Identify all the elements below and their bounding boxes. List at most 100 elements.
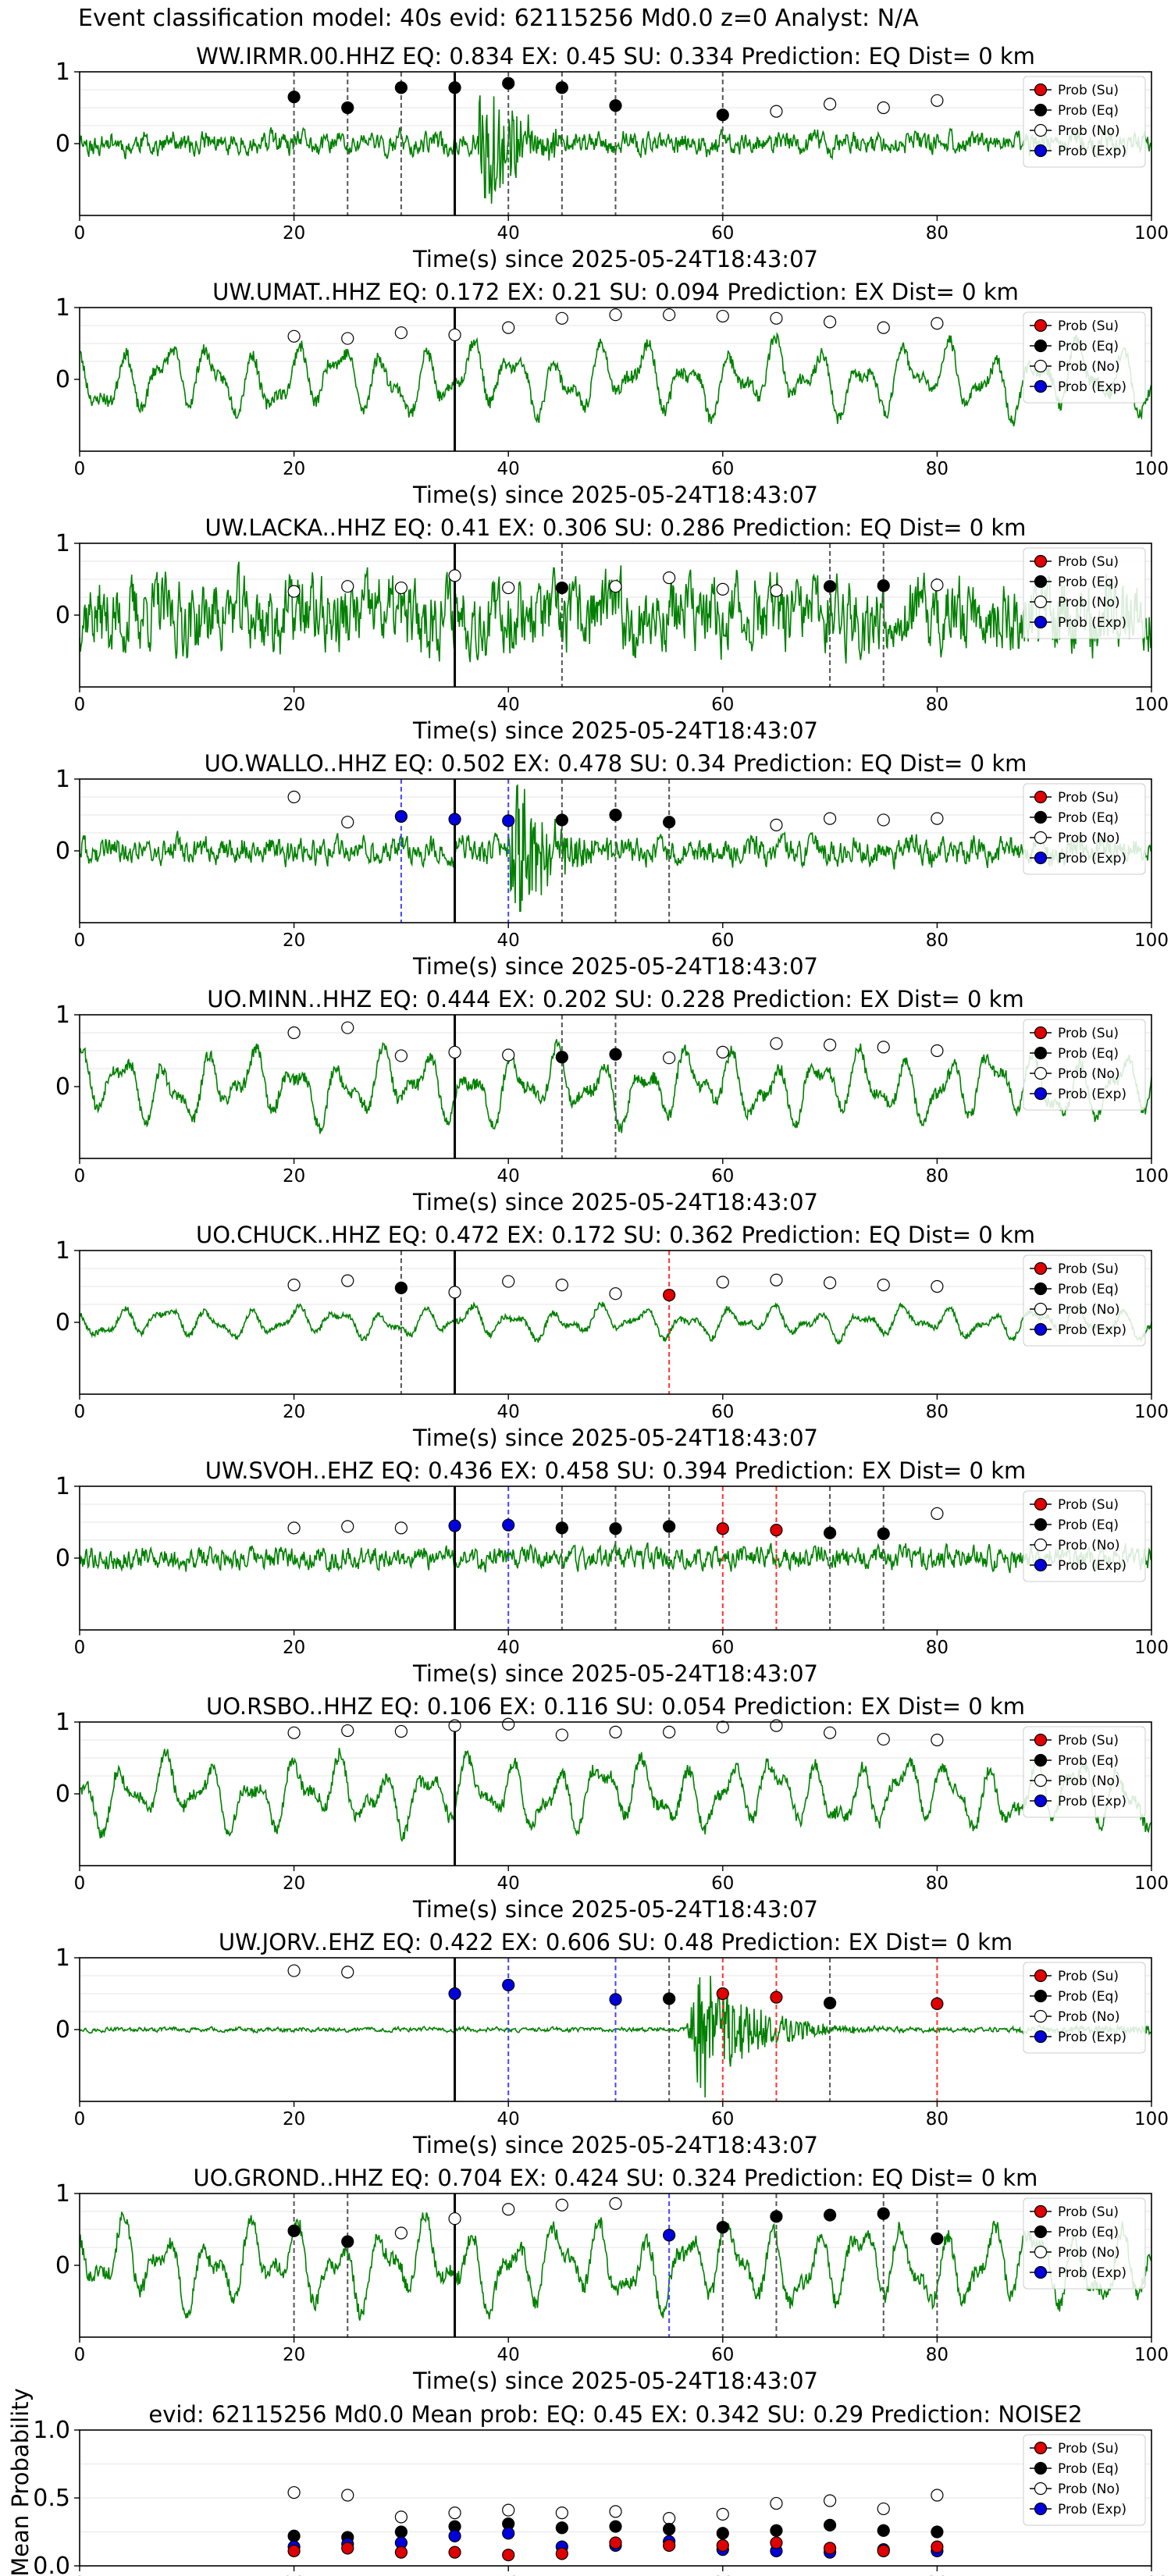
x-axis-label: Time(s) since 2025-05-24T18:43:07 (412, 717, 818, 744)
probability-point-eq (716, 109, 729, 122)
mean-point-su (448, 2546, 461, 2559)
x-tick-label: 60 (711, 2345, 734, 2365)
probability-point-no (502, 1717, 515, 1731)
legend-marker-no (1034, 1302, 1048, 1316)
mean-point-no (448, 2507, 461, 2520)
mean-point-su (287, 2544, 301, 2557)
legend-marker-eq (1034, 810, 1048, 824)
probability-point-eq (341, 101, 354, 115)
x-tick-label: 60 (711, 459, 734, 479)
legend-marker-no (1034, 1774, 1048, 1788)
y-tick-label: 0 (55, 2016, 70, 2044)
legend-label: Prob (Exp) (1058, 1794, 1127, 1809)
probability-point-eq (609, 1048, 622, 1061)
legend-label: Prob (Su) (1058, 554, 1119, 570)
legend-box (1023, 1490, 1146, 1582)
probability-point-no (287, 329, 301, 343)
y-tick-label: 0 (55, 1545, 70, 1572)
waveform-trace (80, 1301, 1151, 1345)
probability-point-no (448, 1045, 461, 1059)
probability-point-eq (555, 813, 568, 827)
axes-frame (79, 1250, 1152, 1395)
station-panel-5: UO.MINN..HHZ EQ: 0.444 EX: 0.202 SU: 0.2… (55, 986, 1169, 1215)
probability-point-no (877, 1732, 890, 1746)
legend-label: Prob (No) (1058, 2245, 1120, 2261)
waveform-trace (80, 1039, 1151, 1134)
legend-label: Prob (No) (1058, 595, 1120, 610)
mean-point-eq (877, 2524, 890, 2537)
mean-point-eq (609, 2520, 622, 2533)
legend-marker-su (1034, 318, 1048, 333)
probability-point-no (877, 321, 890, 334)
probability-point-no (770, 1273, 783, 1286)
legend-label: Prob (No) (1058, 831, 1120, 846)
probability-point-no (716, 1045, 729, 1059)
x-tick-label: 80 (926, 1402, 949, 1422)
probability-point-eq (823, 1996, 837, 2010)
x-tick-label: 0 (74, 1166, 86, 1187)
probability-point-no (555, 311, 568, 325)
legend-marker-su (1034, 83, 1048, 97)
probability-point-eq (663, 816, 676, 829)
mean-point-exp (502, 2527, 515, 2540)
legend-label: Prob (Exp) (1058, 1087, 1127, 1102)
y-tick-label: 1 (55, 1709, 70, 1736)
probability-point-no (555, 1279, 568, 1292)
legend-label: Prob (Exp) (1058, 851, 1127, 866)
station-panel-10: UO.GROND..HHZ EQ: 0.704 EX: 0.424 SU: 0.… (55, 2165, 1169, 2394)
mean-point-eq (823, 2518, 837, 2532)
legend-marker-su (1034, 790, 1048, 804)
probability-point-no (716, 1276, 729, 1289)
x-tick-label: 100 (1134, 2574, 1169, 2576)
legend-marker-no (1034, 2245, 1048, 2259)
legend-marker-su (1034, 1969, 1048, 1983)
probability-point-no (877, 1279, 890, 1292)
x-tick-label: 20 (283, 2345, 305, 2365)
legend-marker-exp (1034, 2265, 1048, 2279)
station-panel-7: UW.SVOH..EHZ EQ: 0.436 EX: 0.458 SU: 0.3… (55, 1457, 1169, 1687)
x-axis-label: Time(s) since 2025-05-24T18:43:07 (412, 246, 818, 272)
legend-marker-eq (1034, 103, 1048, 117)
probability-point-no (877, 101, 890, 115)
probability-point-eq (609, 1522, 622, 1535)
y-tick-label: 0 (55, 130, 70, 158)
waveform-trace (80, 2211, 1151, 2321)
x-tick-label: 80 (926, 1873, 949, 1894)
x-axis-label: Time(s) since 2025-05-24T18:43:07 (412, 1660, 818, 1687)
probability-point-eq (502, 76, 515, 90)
mean-point-eq (716, 2527, 729, 2540)
probability-point-exp (502, 814, 515, 827)
legend: Prob (Su) Prob (Eq) Prob (No) Prob (Exp) (1023, 311, 1146, 404)
x-tick-label: 100 (1134, 1638, 1169, 1658)
x-tick-label: 60 (711, 1166, 734, 1187)
probability-point-no (931, 1733, 944, 1747)
x-axis-label: Time(s) since 2025-05-24T18:43:07 (412, 2368, 818, 2394)
probability-point-no (931, 812, 944, 825)
y-tick-label: 1 (55, 1002, 70, 1029)
axes-frame (79, 2193, 1152, 2338)
y-tick-label: 0 (55, 838, 70, 865)
probability-point-no (394, 1521, 408, 1535)
legend-label: Prob (Eq) (1058, 575, 1119, 590)
mean-point-no (931, 2489, 944, 2502)
legend-label: Prob (No) (1058, 1774, 1120, 1789)
legend: Prob (Su) Prob (Eq) Prob (No) Prob (Exp) (1023, 783, 1146, 875)
y-tick-label: 1 (55, 294, 70, 322)
probability-point-no (341, 816, 354, 829)
mean-point-no (502, 2503, 515, 2517)
x-tick-label: 20 (283, 695, 305, 715)
probability-point-no (341, 1520, 354, 1533)
legend-marker-eq (1034, 339, 1048, 353)
mean-point-su (931, 2540, 944, 2553)
probability-point-eq (823, 1526, 837, 1539)
station-panel-1: WW.IRMR.00.HHZ EQ: 0.834 EX: 0.45 SU: 0.… (55, 43, 1169, 272)
mean-point-eq (287, 2529, 301, 2542)
legend-box (1023, 2197, 1146, 2290)
legend: Prob (Su) Prob (Eq) Prob (No) Prob (Exp) (1023, 1254, 1146, 1347)
x-tick-label: 80 (926, 2109, 949, 2129)
mean-point-eq (770, 2524, 783, 2537)
probability-point-no (770, 1719, 783, 1732)
legend-box (1023, 311, 1146, 404)
legend-label: Prob (Eq) (1058, 1046, 1119, 1062)
